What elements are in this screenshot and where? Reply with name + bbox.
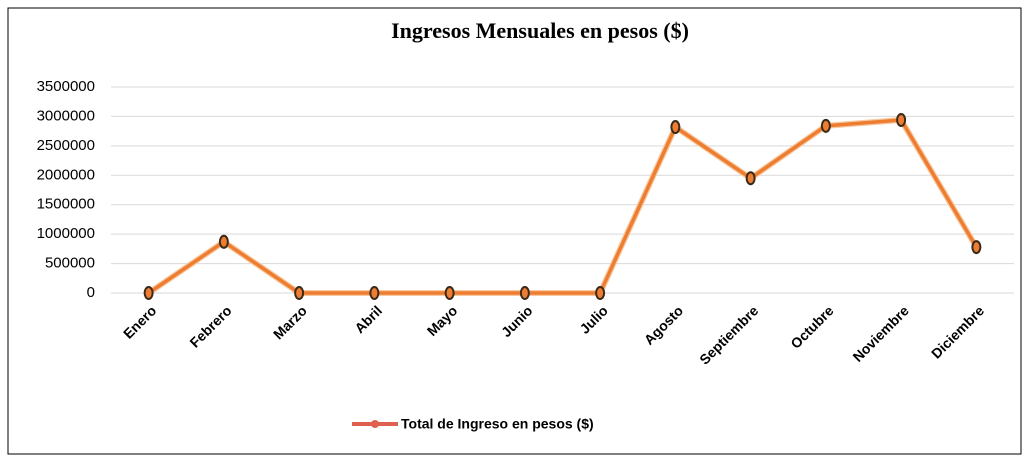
legend-marker (371, 420, 379, 428)
chart-border (7, 7, 1022, 455)
marker (143, 286, 154, 300)
series-line (147, 118, 978, 295)
y-tick-label: 3000000 (37, 107, 95, 124)
marker (444, 286, 455, 300)
y-tick-label: 1000000 (37, 225, 95, 242)
y-tick-label: 500000 (45, 255, 95, 272)
y-tick-label: 1500000 (37, 196, 95, 213)
marker (971, 240, 982, 255)
marker (745, 171, 756, 186)
marker (218, 234, 229, 249)
marker (519, 286, 530, 300)
y-tick-label: 2000000 (37, 166, 95, 183)
marker (369, 286, 380, 300)
chart-title: Ingresos Mensuales en pesos ($) (391, 18, 689, 43)
marker (294, 286, 305, 300)
marker (820, 118, 831, 133)
y-tick-label: 3500000 (37, 78, 95, 95)
marker (595, 286, 606, 300)
marker (896, 112, 907, 127)
y-tick-label: 0 (87, 284, 95, 301)
y-tick-label: 2500000 (37, 137, 95, 154)
legend-label: Total de Ingreso en pesos ($) (401, 416, 594, 432)
marker (670, 120, 681, 135)
